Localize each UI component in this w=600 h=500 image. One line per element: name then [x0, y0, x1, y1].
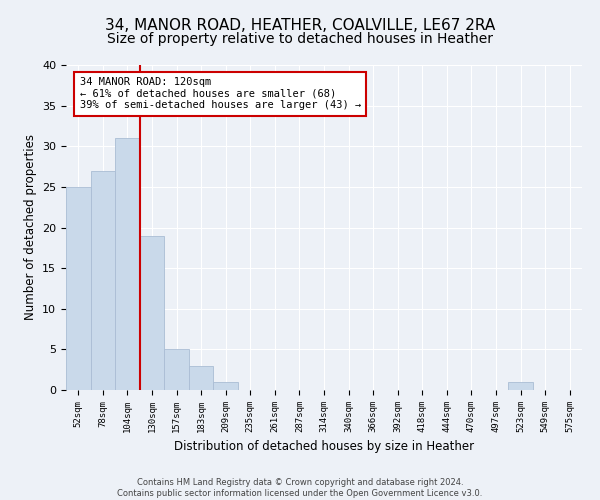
- Bar: [91, 170, 115, 390]
- Y-axis label: Number of detached properties: Number of detached properties: [23, 134, 37, 320]
- Bar: [189, 366, 214, 390]
- Text: Size of property relative to detached houses in Heather: Size of property relative to detached ho…: [107, 32, 493, 46]
- Bar: [66, 187, 91, 390]
- Bar: [140, 236, 164, 390]
- Text: 34 MANOR ROAD: 120sqm
← 61% of detached houses are smaller (68)
39% of semi-deta: 34 MANOR ROAD: 120sqm ← 61% of detached …: [80, 77, 361, 110]
- Bar: [214, 382, 238, 390]
- Text: 34, MANOR ROAD, HEATHER, COALVILLE, LE67 2RA: 34, MANOR ROAD, HEATHER, COALVILLE, LE67…: [105, 18, 495, 32]
- Bar: [164, 350, 189, 390]
- Bar: [508, 382, 533, 390]
- X-axis label: Distribution of detached houses by size in Heather: Distribution of detached houses by size …: [174, 440, 474, 454]
- Bar: [115, 138, 140, 390]
- Text: Contains HM Land Registry data © Crown copyright and database right 2024.
Contai: Contains HM Land Registry data © Crown c…: [118, 478, 482, 498]
